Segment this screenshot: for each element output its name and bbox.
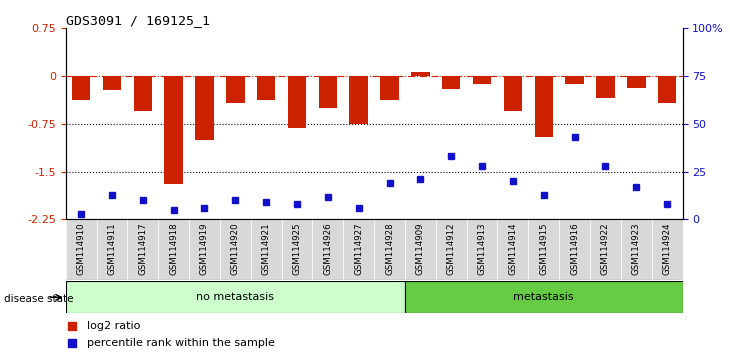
Bar [164, 76, 183, 184]
Bar [282, 219, 312, 280]
Bar [288, 76, 307, 129]
Text: GSM114923: GSM114923 [631, 222, 641, 275]
Bar [134, 76, 152, 111]
Bar [405, 219, 436, 280]
Bar [411, 72, 430, 76]
Text: GSM114912: GSM114912 [447, 222, 456, 275]
Text: no metastasis: no metastasis [196, 292, 274, 302]
Bar [127, 219, 158, 280]
Text: GSM114914: GSM114914 [508, 222, 518, 275]
Bar [318, 76, 337, 108]
Text: metastasis: metastasis [513, 292, 574, 302]
Bar [559, 219, 590, 280]
Bar [96, 219, 128, 280]
Bar [658, 76, 677, 103]
Bar [498, 219, 529, 280]
Bar [380, 76, 399, 100]
Text: GSM114913: GSM114913 [477, 222, 487, 275]
Text: GSM114927: GSM114927 [354, 222, 364, 275]
Text: GSM114916: GSM114916 [570, 222, 579, 275]
Bar [343, 219, 374, 280]
Bar [596, 76, 615, 98]
Text: disease state: disease state [4, 294, 73, 304]
Text: GDS3091 / 169125_1: GDS3091 / 169125_1 [66, 14, 210, 27]
Bar [66, 219, 96, 280]
Bar [220, 219, 251, 280]
Text: GSM114918: GSM114918 [169, 222, 178, 275]
Bar [66, 281, 405, 313]
Bar [436, 219, 466, 280]
Text: GSM114920: GSM114920 [231, 222, 240, 275]
Text: GSM114910: GSM114910 [77, 222, 85, 275]
Bar [72, 76, 91, 100]
Bar [350, 76, 368, 124]
Bar [504, 76, 522, 111]
Text: GSM114924: GSM114924 [663, 222, 672, 275]
Bar [466, 219, 497, 280]
Text: GSM114919: GSM114919 [200, 222, 209, 275]
Text: GSM114922: GSM114922 [601, 222, 610, 275]
Bar [226, 76, 245, 103]
Bar [442, 76, 461, 89]
Bar [257, 76, 275, 100]
Bar [158, 219, 189, 280]
Bar [189, 219, 220, 280]
Bar [473, 76, 491, 84]
Bar [374, 219, 405, 280]
Bar [565, 76, 584, 84]
Bar [620, 219, 652, 280]
Text: GSM114917: GSM114917 [138, 222, 147, 275]
Text: GSM114926: GSM114926 [323, 222, 332, 275]
Text: GSM114928: GSM114928 [385, 222, 394, 275]
Bar [251, 219, 282, 280]
Bar [534, 76, 553, 137]
Text: log2 ratio: log2 ratio [88, 321, 141, 331]
Text: GSM114911: GSM114911 [107, 222, 117, 275]
Bar [405, 281, 683, 313]
Bar [627, 76, 645, 87]
Bar [529, 219, 559, 280]
Bar [652, 219, 683, 280]
Text: GSM114921: GSM114921 [261, 222, 271, 275]
Bar [590, 219, 620, 280]
Text: GSM114925: GSM114925 [293, 222, 301, 275]
Bar [312, 219, 343, 280]
Text: GSM114915: GSM114915 [539, 222, 548, 275]
Text: percentile rank within the sample: percentile rank within the sample [88, 338, 275, 348]
Text: GSM114909: GSM114909 [416, 222, 425, 275]
Bar [103, 76, 121, 90]
Bar [195, 76, 214, 140]
